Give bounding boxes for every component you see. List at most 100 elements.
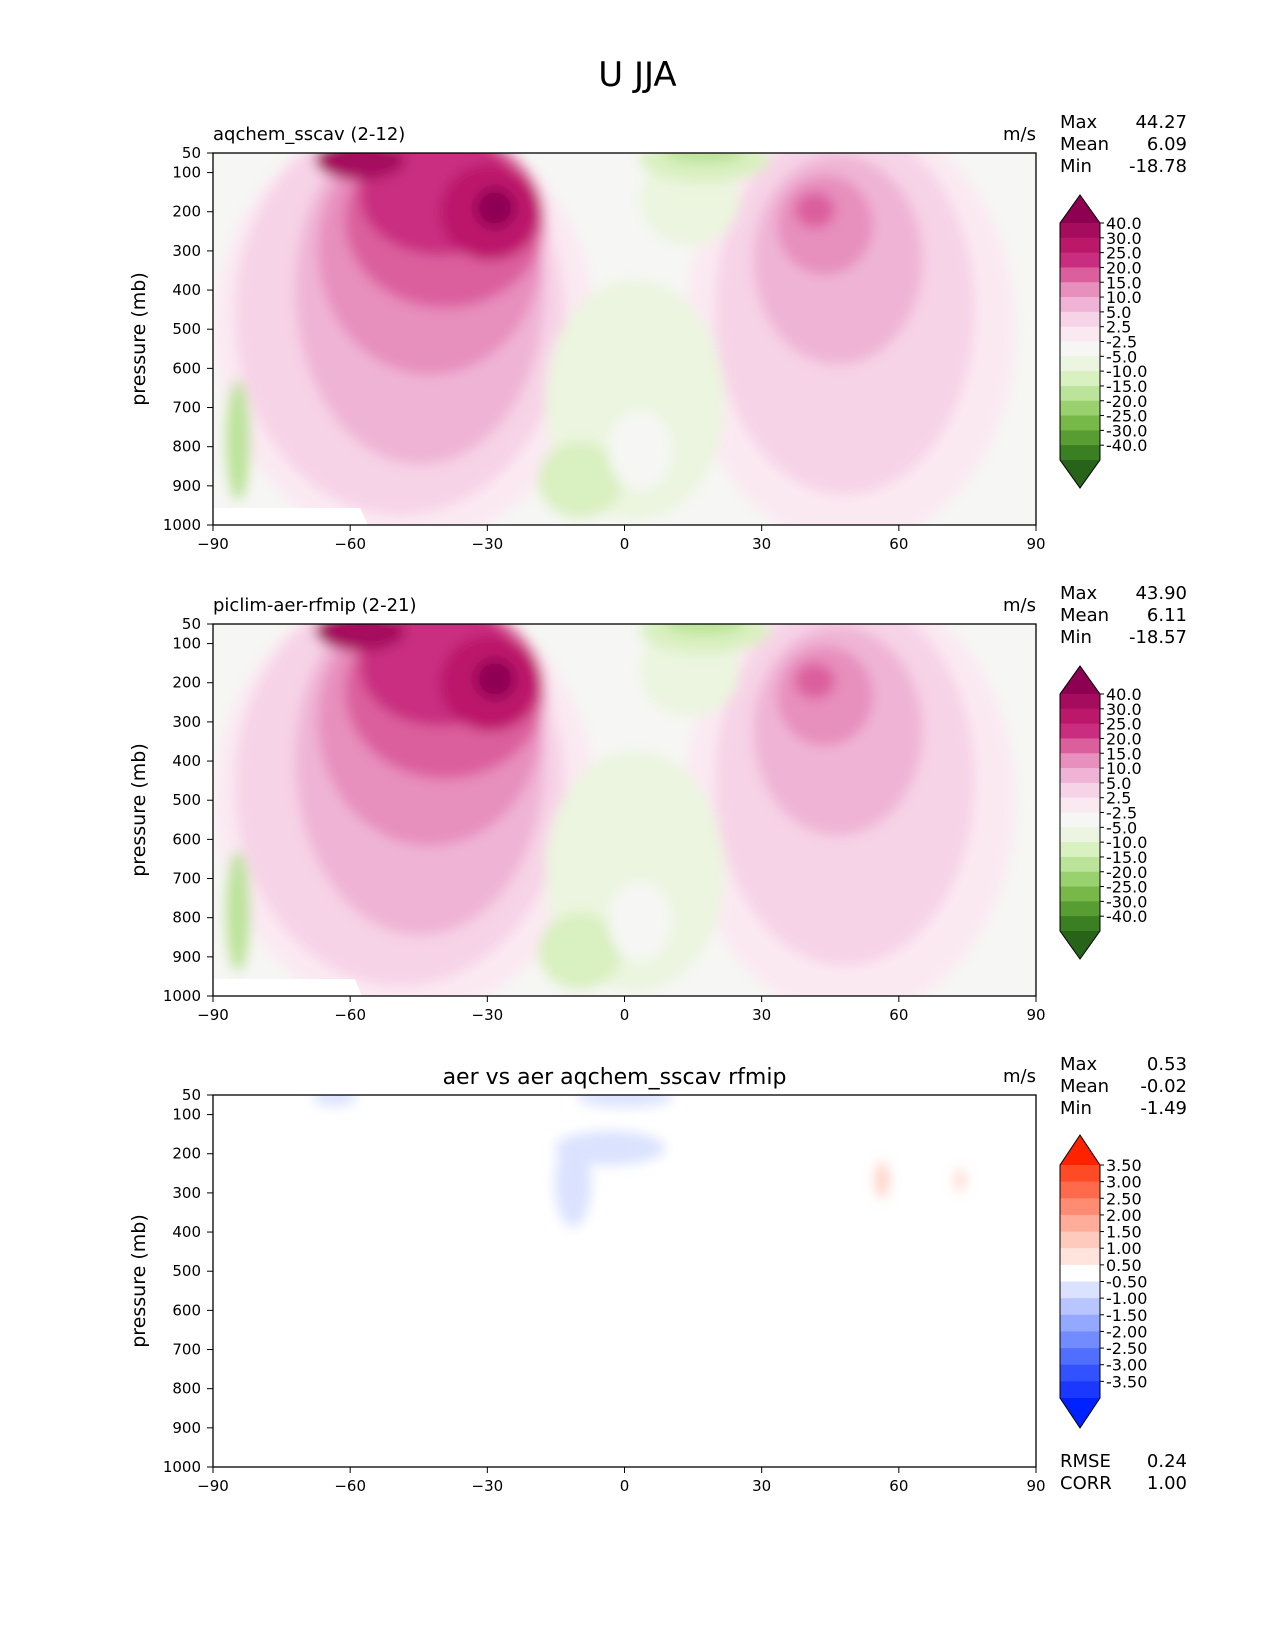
colorbar-swatch: [1060, 768, 1100, 784]
colorbar-swatch: [1060, 782, 1100, 799]
x-tick-label: 60: [889, 1477, 908, 1495]
colorbar-swatch: [1060, 1248, 1100, 1266]
colorbar-extend-bottom: [1060, 460, 1100, 488]
colorbar-tick-label: -15.0: [1106, 377, 1147, 396]
colorbar-tick-label: 3.50: [1106, 1156, 1142, 1175]
x-tick-label: 30: [752, 1006, 771, 1024]
x-tick-label: −90: [197, 1477, 229, 1495]
colorbar-tick-label: -1.00: [1106, 1289, 1147, 1308]
colorbar-tick-label: 5.0: [1106, 774, 1131, 793]
stats-block: Max 44.27 Mean 6.09 Min -18.78: [1060, 112, 1187, 177]
x-tick-label: −30: [472, 1477, 504, 1495]
colorbar-tick-label: 30.0: [1106, 700, 1142, 719]
panel-subtitle: aqchem_sscav (2-12): [213, 124, 405, 145]
colorbar-swatch: [1060, 738, 1100, 754]
colorbar-swatch: [1060, 282, 1100, 298]
colorbar-tick-label: -2.5: [1106, 804, 1137, 823]
contour-field-panel-2: [213, 624, 1036, 996]
y-axis-label: pressure (mb): [128, 272, 150, 406]
colorbar-swatch: [1060, 371, 1100, 387]
stat-value-mean: -0.02: [1140, 1076, 1187, 1097]
stat-label-min: Min: [1060, 627, 1092, 648]
contour-field-panel-3: [213, 1095, 1036, 1467]
colorbar-swatch: [1060, 385, 1100, 402]
colorbar-swatch: [1060, 326, 1100, 342]
colorbar-tick-label: -2.50: [1106, 1339, 1147, 1358]
stat-label-max: Max: [1060, 1054, 1098, 1075]
colorbar-panel-2: 40.030.025.020.015.010.05.02.5-2.5-5.0-1…: [1059, 665, 1147, 960]
colorbar-tick-label: -40.0: [1106, 907, 1147, 926]
x-tick-label: −60: [334, 1477, 366, 1495]
colorbar-swatch: [1060, 916, 1100, 932]
colorbar-swatch: [1060, 1381, 1100, 1399]
stats-block: Max 0.53 Mean -0.02 Min -1.49 RMSE 0.24 CORR 1.00: [1060, 1054, 1187, 1494]
colorbar-tick-label: -20.0: [1106, 863, 1147, 882]
colorbar-swatch: [1060, 871, 1100, 888]
colorbar-swatch: [1060, 1231, 1100, 1249]
colorbar-tick-label: 5.0: [1106, 303, 1131, 322]
y-tick-label: 1000: [163, 1458, 201, 1476]
y-tick-label: 900: [172, 1419, 201, 1437]
stat-value-min: -1.49: [1140, 1098, 1187, 1119]
y-tick-label: 1000: [163, 516, 201, 534]
units-label: m/s: [1003, 124, 1036, 145]
colorbar-swatch: [1060, 223, 1100, 239]
colorbar-swatch: [1060, 1348, 1100, 1366]
stat-label-max: Max: [1060, 112, 1098, 133]
y-tick-label: 900: [172, 948, 201, 966]
x-tick-label: −90: [197, 535, 229, 553]
figure-title: U JJA: [598, 55, 677, 95]
colorbar-swatch: [1060, 430, 1100, 446]
y-tick-label: 700: [172, 870, 201, 888]
colorbar-outline: [1059, 1134, 1101, 1429]
x-tick-label: 30: [752, 1477, 771, 1495]
colorbar-tick-label: -3.00: [1106, 1356, 1147, 1375]
colorbar-swatch: [1060, 1314, 1100, 1332]
y-tick-label: 300: [172, 713, 201, 731]
colorbar-swatch: [1060, 297, 1100, 313]
colorbar-tick-label: -1.50: [1106, 1306, 1147, 1325]
y-tick-label: 100: [172, 635, 201, 653]
x-tick-label: −60: [334, 535, 366, 553]
colorbar-tick-label: 10.0: [1106, 288, 1142, 307]
y-tick-label: 400: [172, 1223, 201, 1241]
stat-label-mean: Mean: [1060, 1076, 1109, 1097]
y-axis-label: pressure (mb): [128, 1214, 150, 1348]
colorbar-tick-label: -30.0: [1106, 421, 1147, 440]
y-tick-label: 50: [182, 615, 201, 633]
contour-field-panel-1: [213, 153, 1036, 525]
stat-label-min: Min: [1060, 1098, 1092, 1119]
colorbar-swatch: [1060, 723, 1100, 739]
colorbar-swatch: [1060, 341, 1100, 357]
colorbar-swatch: [1060, 753, 1100, 769]
axes-panel-2: −90 −60 −30 0 30 60 90 50 100 200 300 400 500 600 700 8…: [128, 583, 1187, 1024]
y-tick-label: 600: [172, 359, 201, 377]
y-tick-label: 100: [172, 164, 201, 182]
y-tick-label: 600: [172, 1301, 201, 1319]
y-tick-label: 400: [172, 281, 201, 299]
colorbar-tick-label: 40.0: [1106, 214, 1142, 233]
panel-subtitle: piclim-aer-rfmip (2-21): [213, 595, 417, 616]
colorbar-swatch: [1060, 812, 1100, 828]
colorbar-swatch: [1060, 1281, 1100, 1299]
y-tick-label: 50: [182, 1086, 201, 1104]
y-tick-label: 800: [172, 438, 201, 456]
y-tick-label: 400: [172, 752, 201, 770]
stat-value-mean: 6.09: [1147, 134, 1187, 155]
y-tick-label: 200: [172, 674, 201, 692]
x-tick-label: −30: [472, 1006, 504, 1024]
y-tick-label: 700: [172, 399, 201, 417]
colorbar-tick-label: 20.0: [1106, 729, 1142, 748]
colorbar-swatch: [1060, 311, 1100, 328]
y-tick-label: 800: [172, 1380, 201, 1398]
stat-value-corr: 1.00: [1147, 1473, 1187, 1494]
colorbar-extend-bottom: [1060, 931, 1100, 959]
colorbar-extend-top: [1060, 1135, 1100, 1165]
stat-value-min: -18.57: [1129, 627, 1187, 648]
colorbar-tick-label: 10.0: [1106, 759, 1142, 778]
colorbar-swatch: [1060, 1331, 1100, 1349]
colorbar-tick-label: -10.0: [1106, 362, 1147, 381]
colorbar-swatch: [1060, 827, 1100, 843]
colorbar-swatch: [1060, 1198, 1100, 1216]
